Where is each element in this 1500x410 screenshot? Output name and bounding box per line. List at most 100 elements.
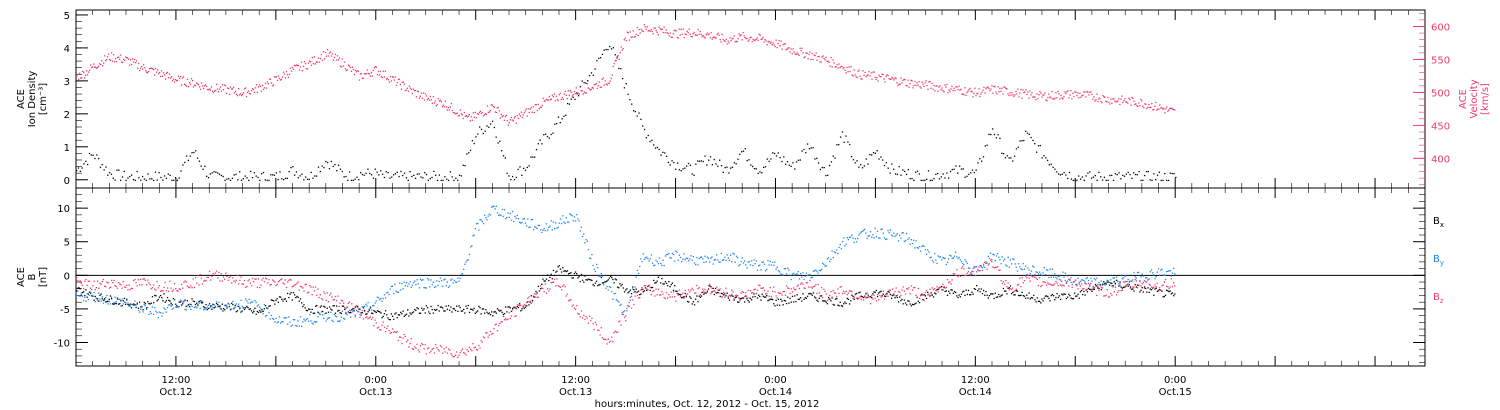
by-point [899,234,901,237]
bx-point [977,290,979,292]
bx-point [750,299,753,301]
velocity-point [1065,92,1067,95]
bx-point [78,287,80,289]
by-point [859,232,861,235]
bz-point [460,350,463,352]
bz-point [636,294,639,297]
bz-point [1133,286,1135,288]
bz-point [1042,281,1044,283]
by-point [1098,282,1100,284]
by-point [1007,256,1009,258]
bx-point [159,294,162,297]
bz-point [1105,294,1107,296]
bz-point [154,288,156,290]
by-point [543,228,545,230]
bx-point [1125,285,1127,287]
bx-point [510,310,513,313]
by-point [123,301,126,303]
bz-point [1147,279,1149,281]
by-point [505,218,507,220]
bx-point [930,292,932,294]
bz-point [920,294,922,297]
velocity-point [755,38,757,41]
bx-point [1035,301,1037,303]
bx-point [142,309,144,311]
by-point [182,301,184,303]
velocity-point [797,53,799,55]
by-point [133,304,135,306]
by-point [941,259,943,261]
by-point [959,259,961,261]
bx-point [886,292,888,295]
velocity-point [663,26,665,28]
by-point [122,303,124,305]
velocity-point [418,97,421,99]
velocity-point [126,57,129,59]
bz-point [79,280,81,282]
density-point [931,179,933,182]
velocity-point [1169,107,1171,110]
velocity-point [581,90,583,92]
bz-point [250,284,253,287]
bx-point [333,305,335,307]
density-point [698,160,701,162]
by-point [1128,280,1131,283]
bx-point [180,304,183,306]
bz-point [402,337,404,339]
by-point [196,307,198,309]
by-point [679,256,682,259]
velocity-point [890,78,892,80]
bx-point [995,296,998,299]
bz-point [866,292,868,294]
velocity-point [501,116,503,118]
bz-point [335,300,338,302]
density-point [993,133,996,136]
velocity-point [167,76,170,79]
density-point [878,158,880,160]
by-point [956,256,958,258]
velocity-point [214,89,217,92]
velocity-point [178,77,181,79]
bz-point [474,346,477,348]
density-point [751,165,754,168]
by-point [328,317,331,319]
by-point [988,263,991,265]
velocity-point [569,90,571,92]
bz-point [162,290,164,292]
by-point [790,278,792,281]
by-point [101,296,103,298]
bx-point [633,288,635,291]
bx-point [1002,287,1005,290]
bx-point [381,317,383,319]
density-point [369,172,371,175]
by-point [1148,278,1150,280]
by-point [411,284,414,286]
bz-point [759,284,761,287]
density-point [783,156,785,158]
density-point [627,93,629,95]
bx-point [297,296,299,299]
velocity-point [713,36,715,38]
bx-point [542,278,544,280]
velocity-point [802,52,804,54]
velocity-point [844,69,846,71]
velocity-point [651,30,653,33]
bz-point [136,285,138,287]
bz-point [560,289,563,291]
bz-point [915,294,917,296]
by-point [612,298,614,300]
by-point [306,317,309,320]
by-point [524,222,527,224]
density-point [200,165,202,167]
bx-point [164,301,166,303]
by-point [591,253,593,256]
bz-point [850,290,852,292]
velocity-point [1054,97,1056,99]
by-point [944,257,946,259]
bx-point [1090,288,1092,291]
velocity-point [967,90,969,92]
density-point [125,179,127,182]
density-point [535,149,538,151]
by-point [342,317,345,319]
by-point [370,309,373,311]
